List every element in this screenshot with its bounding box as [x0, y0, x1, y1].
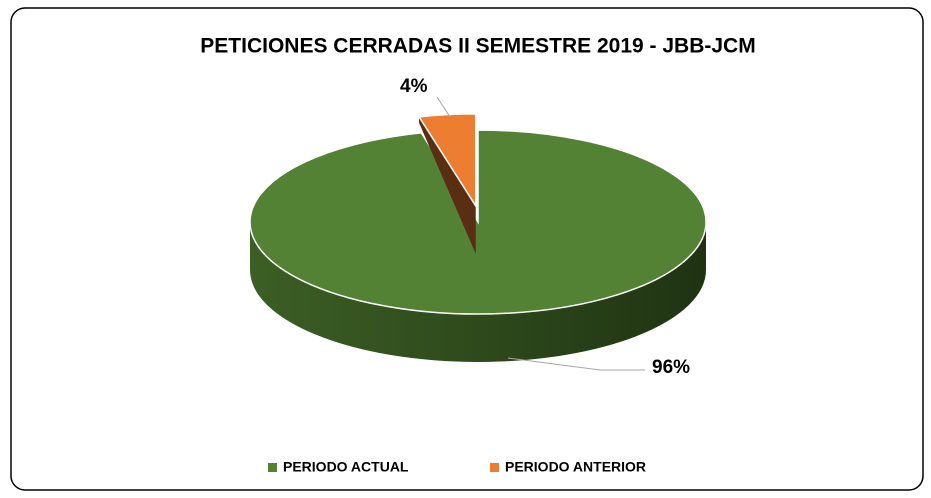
slice-side [250, 222, 706, 362]
leader-line [436, 96, 451, 118]
legend-label: PERIODO ANTERIOR [505, 459, 646, 475]
leader-line [507, 357, 645, 371]
legend-label: PERIODO ACTUAL [283, 459, 409, 475]
legend-swatch [490, 463, 499, 472]
data-label: 96% [652, 357, 690, 378]
data-label: 4% [400, 76, 428, 97]
legend-swatch [268, 463, 277, 472]
slice [417, 113, 477, 209]
slice [249, 129, 707, 315]
slice-edge [419, 116, 476, 254]
chart-title: PETICIONES CERRADAS II SEMESTRE 2019 - J… [200, 35, 755, 58]
